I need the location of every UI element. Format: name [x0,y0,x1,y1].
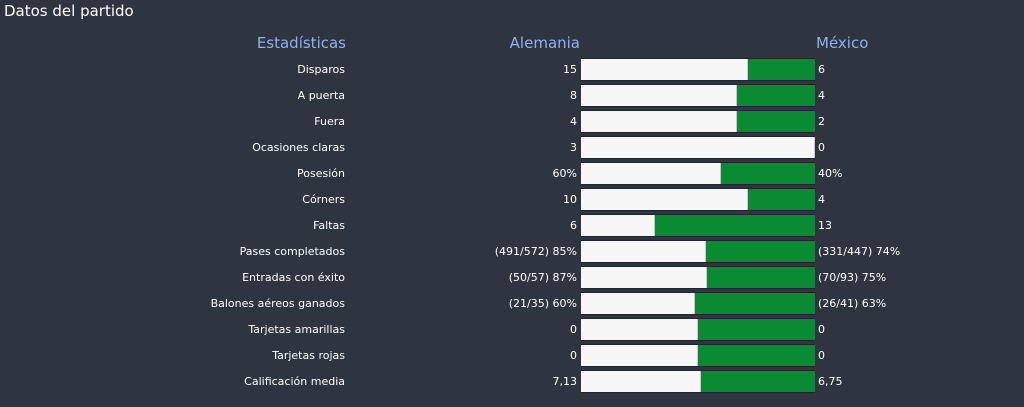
away-value: 4 [818,193,825,206]
comparison-bar [581,188,815,211]
home-share-fill [581,215,655,236]
home-value: 0 [570,349,577,362]
home-share-fill [581,137,815,158]
away-value: 0 [818,141,825,154]
comparison-bar [581,318,815,341]
comparison-bar [581,136,815,159]
comparison-bar [581,240,815,263]
stat-label: Córners [302,193,345,206]
stat-label: Entradas con éxito [242,271,345,284]
away-value: 4 [818,89,825,102]
stat-row: Pases completados (491/572) 85% (331/447) … [0,240,1024,266]
home-value: (21/35) 60% [508,297,577,310]
home-share-fill [581,241,707,262]
page-title: Datos del partido [4,2,134,20]
comparison-bar [581,370,815,393]
home-value: (50/57) 87% [508,271,577,284]
away-value: 0 [818,323,825,336]
stat-label: Tarjetas rojas [272,349,345,362]
home-share-fill [581,371,702,392]
home-value: 3 [570,141,577,154]
home-value: 8 [570,89,577,102]
away-value: 40% [818,167,843,180]
stat-row: Entradas con éxito (50/57) 87% (70/93) 75% [0,266,1024,292]
home-share-fill [581,293,696,314]
stat-row: Balones aéreos ganados (21/35) 60% (26/41)… [0,292,1024,318]
stat-row: Faltas 6 13 [0,214,1024,240]
away-value: 13 [818,219,832,232]
comparison-bar [581,58,815,81]
comparison-bar [581,162,815,185]
home-share-fill [581,319,698,340]
stat-label: Faltas [313,219,345,232]
stat-label: Calificación media [244,375,345,388]
home-value: 0 [570,323,577,336]
away-value: (331/447) 74% [818,245,901,258]
home-value: 15 [563,63,577,76]
comparison-bar [581,84,815,107]
away-team-header: México [816,34,869,52]
home-value: (491/572) 85% [494,245,577,258]
comparison-bar [581,214,815,237]
away-value: (26/41) 63% [818,297,887,310]
stat-row: Tarjetas rojas 0 0 [0,344,1024,370]
home-value: 10 [563,193,577,206]
home-value: 7,13 [552,375,578,388]
stat-row: Córners 10 4 [0,188,1024,214]
comparison-bar [581,266,815,289]
stats-column-header: Estadísticas [256,34,346,52]
home-share-fill [581,163,722,184]
stat-row: Tarjetas amarillas 0 0 [0,318,1024,344]
stat-row: Calificación media 7,13 6,75 [0,370,1024,396]
comparison-bar [581,292,815,315]
stat-label: Fuera [314,115,345,128]
comparison-bar [581,344,815,367]
away-value: 2 [818,115,825,128]
stat-label: A puerta [297,89,345,102]
home-share-fill [581,267,707,288]
home-share-fill [581,111,738,132]
home-value: 4 [570,115,577,128]
away-value: 6 [818,63,825,76]
home-share-fill [581,59,749,80]
stat-label: Balones aéreos ganados [210,297,345,310]
comparison-bar [581,110,815,133]
stat-label: Pases completados [239,245,345,258]
stat-row: Posesión 60% 40% [0,162,1024,188]
home-share-fill [581,85,738,106]
home-value: 6 [570,219,577,232]
stat-label: Posesión [297,167,345,180]
home-team-header: Alemania [509,34,580,52]
stats-table: Disparos 15 6 A puerta 8 4 Fuera 4 2 Ocasiones cl… [0,58,1024,396]
stat-row: Fuera 4 2 [0,110,1024,136]
stat-row: A puerta 8 4 [0,84,1024,110]
stat-row: Ocasiones claras 3 0 [0,136,1024,162]
home-value: 60% [552,167,577,180]
stat-label: Disparos [297,63,345,76]
home-share-fill [581,345,698,366]
away-value: 0 [818,349,825,362]
home-share-fill [581,189,749,210]
stat-row: Disparos 15 6 [0,58,1024,84]
stat-label: Tarjetas amarillas [248,323,345,336]
stat-label: Ocasiones claras [252,141,345,154]
away-value: (70/93) 75% [818,271,887,284]
away-value: 6,75 [818,375,843,388]
